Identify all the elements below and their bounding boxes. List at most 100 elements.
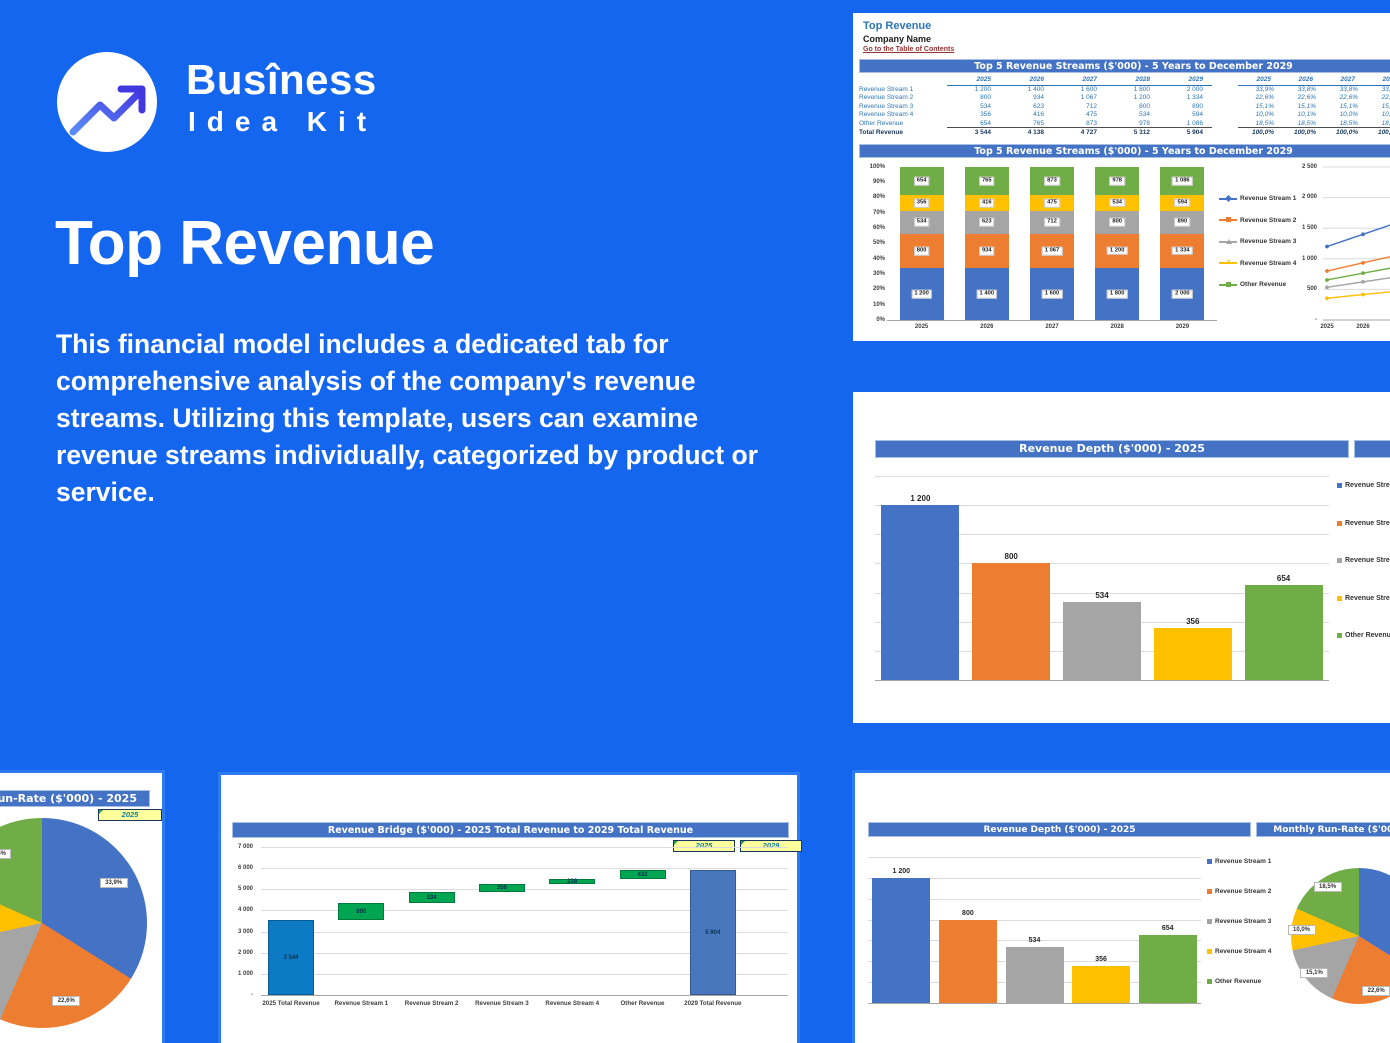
stacked-segment: 800 <box>1095 210 1140 234</box>
table-cell: 33,8% <box>1297 86 1316 93</box>
total-row-label: Total Revenue <box>859 128 903 136</box>
axis-label: 3 000 <box>237 928 253 935</box>
chart-legend: Revenue Stream 1 Revenue Stream 2 Revenue … <box>1219 194 1296 315</box>
year-selector-to[interactable]: 2029 <box>740 840 802 852</box>
table-cell: 2 000 <box>1186 86 1203 93</box>
pie-slice-label: 15,1% <box>1300 967 1329 978</box>
stacked-segment: 623 <box>964 210 1009 234</box>
legend-swatch <box>1337 633 1342 639</box>
gridline <box>868 857 1201 858</box>
data-label: 1 400 <box>976 289 998 299</box>
stacked-segment: 534 <box>899 210 944 234</box>
data-label: 356 <box>496 885 507 892</box>
legend-label: Revenue Stream 3 <box>1240 238 1297 245</box>
data-label: 654 <box>1161 924 1174 932</box>
stacked-segment: 890 <box>1160 210 1205 234</box>
chart-title-bar: Revenue Depth ($'000) - 2025 <box>868 822 1251 837</box>
data-label: 534 <box>1028 937 1041 945</box>
table-cell: 712 <box>1086 102 1097 110</box>
legend-line-marker <box>1219 194 1237 202</box>
table-cell: 1 334 <box>1186 94 1203 102</box>
axis-label: 2025 <box>1320 324 1334 330</box>
table-cell: 800 <box>980 94 991 102</box>
stacked-segment: 1 200 <box>1095 233 1140 269</box>
series-marker <box>1361 279 1365 284</box>
page-title: Top Revenue <box>55 209 435 278</box>
panel-revenue-depth: Revenue Depth ($'000) - 2025 1 200 800 534… <box>853 392 1390 723</box>
table-cell: 33,9% <box>1381 86 1390 93</box>
stacked-segment: 2 000 <box>1160 268 1205 320</box>
gridline <box>261 868 788 870</box>
selector-corner-icon <box>99 810 103 814</box>
table-of-contents-link[interactable]: Go to the Table of Contents <box>863 46 955 53</box>
waterfall-bar: 432 <box>619 870 666 880</box>
table-gap <box>1212 86 1238 94</box>
panel-revenue-depth-run-rate: Revenue Depth ($'000) - 2025 Monthly Run… <box>852 770 1390 1043</box>
data-label: 416 <box>978 198 995 208</box>
data-label: 800 <box>1109 217 1126 227</box>
stacked-segment: 654 <box>899 167 944 196</box>
panel-monthly-run-rate-pie: Monthly Run-Rate ($'000) - 2025 2025 33,… <box>0 770 165 1043</box>
data-label: 1 200 <box>1106 246 1128 256</box>
table-cell: 765 <box>1000 120 1053 128</box>
axis-label: 2027 <box>1045 324 1059 330</box>
legend-swatch <box>1207 949 1212 954</box>
legend-item: Revenue Stream 4 <box>1207 948 1271 955</box>
brand-name-line1: Busîness <box>186 56 377 103</box>
stacked-bar-chart: 100% 90% 80% 70% 60% 50% 40% 30% 20% 10% 0% 1 200 80… <box>859 161 1219 339</box>
table-cell: 1 200 <box>974 86 991 93</box>
table-cell: 15,1% <box>1255 102 1274 110</box>
axis-label: 2029 <box>1175 324 1190 330</box>
year-selector-from[interactable]: 2025 <box>673 840 735 852</box>
table-cell: 534 <box>980 102 991 110</box>
gridline <box>875 592 1329 594</box>
year-selector[interactable]: 2025 <box>98 809 162 821</box>
gridline <box>261 952 788 954</box>
axis-label: 70% <box>872 209 885 216</box>
axis-label: 1 000 <box>237 970 253 977</box>
series-line <box>1326 277 1390 289</box>
data-label: 534 <box>1095 591 1109 601</box>
selector-corner-icon <box>741 841 745 845</box>
stacked-segment: 534 <box>1095 195 1140 211</box>
table-cell: 33,9% <box>1255 86 1274 93</box>
stacked-segment: 356 <box>899 195 944 211</box>
axis-label: 500 <box>1306 286 1317 293</box>
stacked-segment: 765 <box>964 167 1009 196</box>
bar <box>881 505 960 680</box>
legend-item: Other Revenue <box>1337 632 1390 639</box>
data-label: 800 <box>356 908 367 915</box>
axis-label: 40% <box>872 255 885 262</box>
stacked-segment: 800 <box>899 233 944 269</box>
stacked-segment: 594 <box>1160 195 1205 211</box>
data-label: 1 200 <box>892 867 911 875</box>
total-cell: 5 312 <box>1133 128 1150 136</box>
bar <box>972 563 1051 680</box>
legend-item: Revenue Stream 2 <box>1207 888 1271 895</box>
data-label: 1 200 <box>911 289 932 299</box>
table-cell: 18,5% <box>1238 120 1280 128</box>
legend-label: Revenue Stream 2 <box>1240 216 1297 224</box>
stacked-column: 2 000 1 334 890 594 1 086 <box>1160 167 1205 320</box>
table-cell: 934 <box>1033 94 1044 102</box>
stacked-segment: 978 <box>1095 167 1140 196</box>
legend-item: Other Revenue <box>1207 978 1261 985</box>
table-cell: 356 <box>980 111 991 119</box>
axis-label: 2 500 <box>1301 163 1317 170</box>
pie-slice-label: 10,0% <box>1287 925 1316 936</box>
chart-legend: Revenue Stream 1 Revenue Stream 2 Revenue … <box>1207 858 1283 1018</box>
axis-label: - <box>1315 316 1317 323</box>
column-header: 2029 <box>1159 75 1212 86</box>
series-marker <box>1361 232 1365 237</box>
series-marker <box>1325 278 1329 282</box>
row-label: Revenue Stream 4 <box>859 111 914 119</box>
stacked-column: 1 800 1 200 800 534 978 <box>1095 167 1140 320</box>
total-cell: 100,0% <box>1377 128 1390 136</box>
data-label: 654 <box>913 176 930 186</box>
pie-slice-label: 18,5% <box>0 849 12 860</box>
stacked-column: 1 400 934 623 416 765 <box>964 167 1009 320</box>
sheet-company-name: Company Name <box>863 34 932 44</box>
row-label: Revenue Stream 2 <box>859 94 914 102</box>
table-cell: 1 600 <box>1080 86 1097 93</box>
stacked-segment: 1 400 <box>964 268 1009 320</box>
